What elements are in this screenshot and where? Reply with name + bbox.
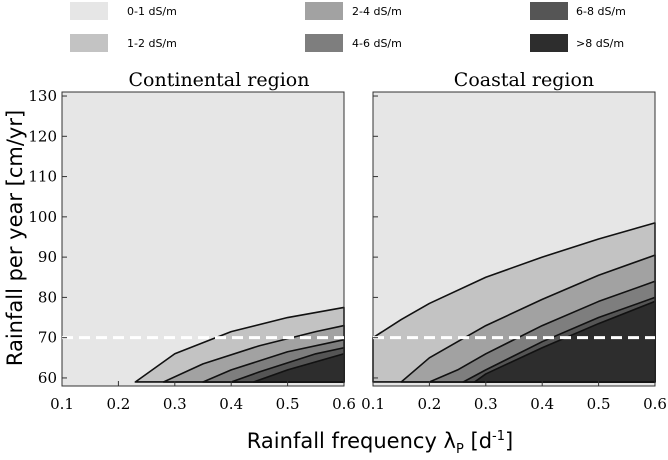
- x-tick-label-continental: 0.3: [163, 395, 187, 413]
- x-axis-label-main: Rainfall frequency λ: [247, 429, 456, 453]
- y-axis-label: Rainfall per year [cm/yr]: [3, 110, 27, 366]
- x-tick-label-continental: 0.2: [106, 395, 130, 413]
- x-axis-label-unit-open: [d: [464, 429, 492, 453]
- x-axis-label-subscript: P: [456, 442, 464, 457]
- legend-swatch-2-4: [305, 2, 343, 20]
- x-tick-label-coastal: 0.2: [417, 395, 441, 413]
- legend-entry-1-2: 1-2 dS/m: [70, 34, 177, 52]
- y-tick-label: 60: [38, 369, 57, 387]
- legend-label-4-6: 4-6 dS/m: [352, 37, 402, 50]
- y-tick-label: 80: [38, 288, 57, 306]
- legend-entry-4-6: 4-6 dS/m: [305, 34, 402, 52]
- legend: 0-1 dS/m 1-2 dS/m 2-4 dS/m 4-6 dS/m 6-8 …: [70, 2, 626, 52]
- x-axis-label-unit-close: ]: [505, 429, 513, 453]
- y-tick-label: 110: [28, 168, 57, 186]
- x-tick-label-continental: 0.6: [332, 395, 356, 413]
- legend-entry-gt-8: >8 dS/m: [530, 34, 624, 52]
- y-tick-label: 100: [28, 208, 57, 226]
- y-tick-label: 120: [28, 127, 57, 145]
- legend-swatch-6-8: [530, 2, 568, 20]
- panel-title-coastal: Coastal region: [454, 69, 594, 91]
- plot-panel-coastal: 0.1 0.2 0.3 0.4 0.5 0.6: [361, 91, 667, 413]
- legend-entry-0-1: 0-1 dS/m: [70, 2, 177, 20]
- plot-panel-continental: 0.1 0.2 0.3 0.4 0.5 0.6 60 70 80 90 100 110 120 130: [28, 87, 356, 413]
- x-tick-label-continental: 0.5: [276, 395, 300, 413]
- x-tick-label-coastal: 0.3: [474, 395, 498, 413]
- legend-label-1-2: 1-2 dS/m: [127, 37, 177, 50]
- legend-label-6-8: 6-8 dS/m: [576, 5, 626, 18]
- y-tick-label: 70: [38, 329, 57, 347]
- x-tick-label-coastal: 0.4: [530, 395, 554, 413]
- x-tick-label-continental: 0.1: [50, 395, 74, 413]
- legend-swatch-0-1: [70, 2, 108, 20]
- x-axis-label-unit-superscript: -1: [492, 429, 505, 444]
- x-tick-label-coastal: 0.6: [643, 395, 667, 413]
- legend-entry-6-8: 6-8 dS/m: [530, 2, 626, 20]
- x-tick-label-continental: 0.4: [219, 395, 243, 413]
- legend-entry-2-4: 2-4 dS/m: [305, 2, 402, 20]
- y-tick-label: 130: [28, 87, 57, 105]
- legend-label-gt-8: >8 dS/m: [576, 37, 624, 50]
- panel-title-continental: Continental region: [129, 69, 310, 91]
- x-axis-label: Rainfall frequency λP [d-1]: [247, 429, 513, 457]
- legend-swatch-1-2: [70, 34, 108, 52]
- legend-label-0-1: 0-1 dS/m: [127, 5, 177, 18]
- legend-label-2-4: 2-4 dS/m: [352, 5, 402, 18]
- x-tick-label-coastal: 0.5: [587, 395, 611, 413]
- y-tick-label: 90: [38, 248, 57, 266]
- legend-swatch-gt-8: [530, 34, 568, 52]
- x-tick-label-coastal: 0.1: [361, 395, 385, 413]
- plot-frame-coastal: [372, 91, 656, 387]
- plot-frame-continental: [61, 91, 345, 387]
- legend-swatch-4-6: [305, 34, 343, 52]
